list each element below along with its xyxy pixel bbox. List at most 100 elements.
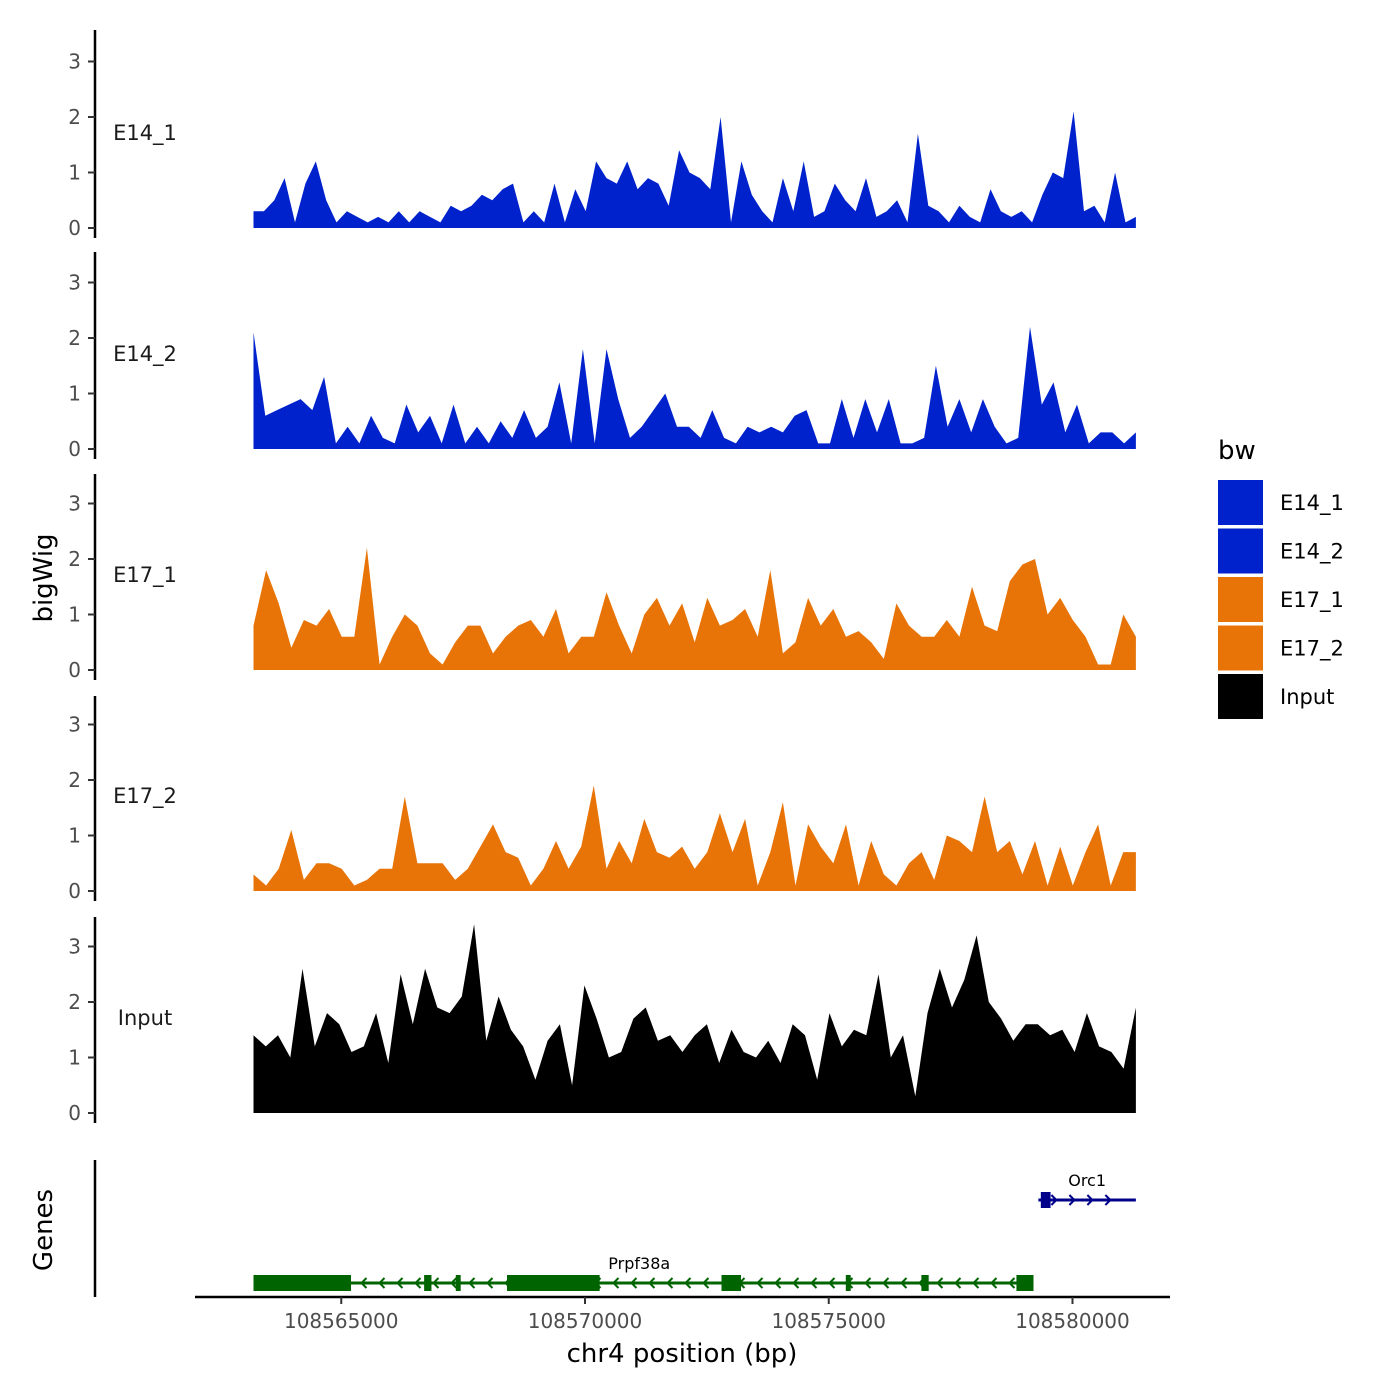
legend-title: bw [1218,436,1256,466]
x-tick-label: 108565000 [284,1309,399,1333]
strand-arrow [1008,1277,1016,1289]
strand-arrow [1104,1194,1112,1206]
gene-track: Prpf38a Orc1 [93,1160,1136,1297]
exon [507,1275,600,1291]
legend: bw E14_1 E14_2 E17_1 E17_2 Input [1218,436,1344,719]
strand-arrow [630,1277,638,1289]
strand-arrow [396,1277,404,1289]
coverage-area [253,924,1136,1113]
strand-arrow [810,1277,818,1289]
strand-arrow [1086,1194,1094,1206]
strand-arrow [864,1277,872,1289]
strand-arrow [612,1277,620,1289]
track-e17-2: 0 1 2 3 E17_2 [68,696,1136,903]
y-tick-label: 2 [68,105,81,129]
legend-label: E17_2 [1280,637,1344,662]
track-e14-1: 0 1 2 3 E14_1 [68,30,1136,240]
x-axis-title: chr4 position (bp) [567,1339,798,1369]
legend-swatch [1218,625,1263,671]
exon [424,1275,432,1291]
y-tick-label: 2 [68,326,81,350]
y-tick-label: 1 [68,382,81,406]
strand-arrow [972,1277,980,1289]
exon [1016,1275,1034,1291]
strand-arrow [486,1277,494,1289]
track-label: E17_1 [113,563,177,588]
y-tick-label: 0 [68,879,81,903]
strand-arrow [432,1277,440,1289]
x-axis: 108565000 108570000 108575000 108580000 [195,1295,1170,1333]
y-tick-label: 2 [68,547,81,571]
strand-arrow [756,1277,764,1289]
gene-orc1: Orc1 [1038,1171,1136,1208]
y-tick-label: 0 [68,1101,81,1125]
y-tick-label: 1 [68,603,81,627]
y-tick-label: 3 [68,50,81,74]
legend-swatch [1218,577,1263,622]
y-tick-label: 2 [68,990,81,1014]
strand-arrow [684,1277,692,1289]
y-tick-label: 1 [68,161,81,185]
exon [845,1275,851,1291]
coverage-area [253,326,1136,449]
track-e14-2: 0 1 2 3 E14_2 [68,252,1136,461]
y-tick-label: 2 [68,768,81,792]
legend-label: Input [1280,685,1334,709]
strand-arrow [468,1277,476,1289]
x-tick-label: 108580000 [1015,1309,1130,1333]
coverage-area [253,111,1136,228]
track-label: E17_2 [113,784,177,809]
strand-arrow [702,1277,710,1289]
strand-arrow [360,1277,368,1289]
strand-arrow [882,1277,890,1289]
genes-axis-title: Genes [29,1189,59,1271]
y-tick-label: 1 [68,1046,81,1070]
exon [253,1275,351,1291]
strand-arrow [954,1277,962,1289]
track-label: E14_1 [113,121,177,146]
y-tick-label: 3 [68,492,81,516]
x-tick-label: 108575000 [771,1309,886,1333]
exon [1040,1192,1051,1208]
track-label: E14_2 [113,342,177,367]
gene-label: Orc1 [1068,1171,1106,1190]
strand-arrow [378,1277,386,1289]
y-tick-label: 0 [68,658,81,682]
y-tick-label: 3 [68,271,81,295]
legend-swatch [1218,674,1263,719]
gene-prpf38a: Prpf38a [253,1254,1034,1291]
legend-label: E14_1 [1280,491,1344,516]
gene-label: Prpf38a [608,1254,670,1273]
y-tick-label: 0 [68,216,81,240]
track-label: Input [118,1006,172,1030]
exon [455,1275,461,1291]
exon [721,1275,741,1291]
strand-arrow [1068,1194,1076,1206]
strand-arrow [936,1277,944,1289]
exon [921,1275,929,1291]
y-tick-label: 3 [68,713,81,737]
coverage-area [253,547,1136,670]
strand-arrow [792,1277,800,1289]
y-tick-label: 1 [68,824,81,848]
track-input: 0 1 2 3 Input [68,917,1136,1125]
x-tick-label: 108570000 [528,1309,643,1333]
legend-label: E14_2 [1280,540,1344,565]
track-e17-1: 0 1 2 3 E17_1 [68,474,1136,682]
y-tick-label: 0 [68,437,81,461]
y-axis-title: bigWig [29,533,59,622]
y-tick-label: 3 [68,935,81,959]
strand-arrow [1050,1194,1058,1206]
coverage-tracks: 0 1 2 3 E14_1 0 1 2 3 E14_2 0 1 2 3 E17_1 0 1 2 3 E17_2 0 1 2 3… [68,30,1136,1125]
strand-arrow [648,1277,656,1289]
strand-arrow [774,1277,782,1289]
strand-arrow [666,1277,674,1289]
legend-swatch [1218,480,1263,525]
strand-arrow [900,1277,908,1289]
strand-arrow [414,1277,422,1289]
coverage-area [253,785,1136,891]
strand-arrow [828,1277,836,1289]
legend-label: E17_1 [1280,588,1344,613]
strand-arrow [990,1277,998,1289]
